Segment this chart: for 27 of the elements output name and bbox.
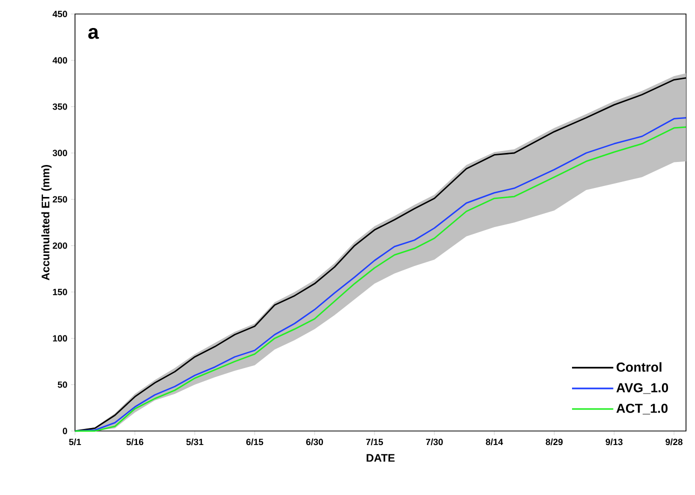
- x-tick-label: 5/31: [186, 438, 204, 446]
- x-axis-title: DATE: [366, 454, 395, 462]
- y-tick-label: 300: [52, 150, 68, 156]
- legend-label: Control: [616, 362, 662, 372]
- legend-label: AVG_1.0: [616, 383, 668, 394]
- x-tick-label: 6/30: [306, 438, 324, 446]
- x-tick-label: 9/13: [606, 438, 623, 446]
- y-tick-label: 150: [53, 288, 68, 296]
- x-tick-label: 8/14: [486, 438, 504, 446]
- y-tick-label: 250: [52, 196, 68, 203]
- x-tick-label: 8/29: [546, 438, 563, 446]
- x-tick-label: 9/28: [666, 438, 683, 446]
- x-tick-label: 7/30: [426, 438, 443, 446]
- x-tick-label: 5/16: [126, 438, 144, 446]
- legend-label: ACT_1.0: [616, 404, 668, 414]
- x-tick-label: 7/15: [366, 438, 384, 446]
- y-tick-label: 200: [52, 242, 68, 249]
- y-tick-label: 50: [58, 381, 68, 388]
- annotation: a: [88, 28, 99, 39]
- y-tick-label: 400: [52, 57, 68, 64]
- y-tick-label: 100: [53, 335, 68, 342]
- x-tick-label: 6/15: [246, 438, 264, 446]
- x-tick-label: 5/1: [69, 438, 82, 446]
- y-tick-label: 0: [62, 428, 68, 434]
- y-tick-label: 350: [52, 103, 68, 110]
- y-tick-label: 450: [52, 10, 68, 18]
- y-axis-title: Accumulated ET (mm): [41, 164, 52, 280]
